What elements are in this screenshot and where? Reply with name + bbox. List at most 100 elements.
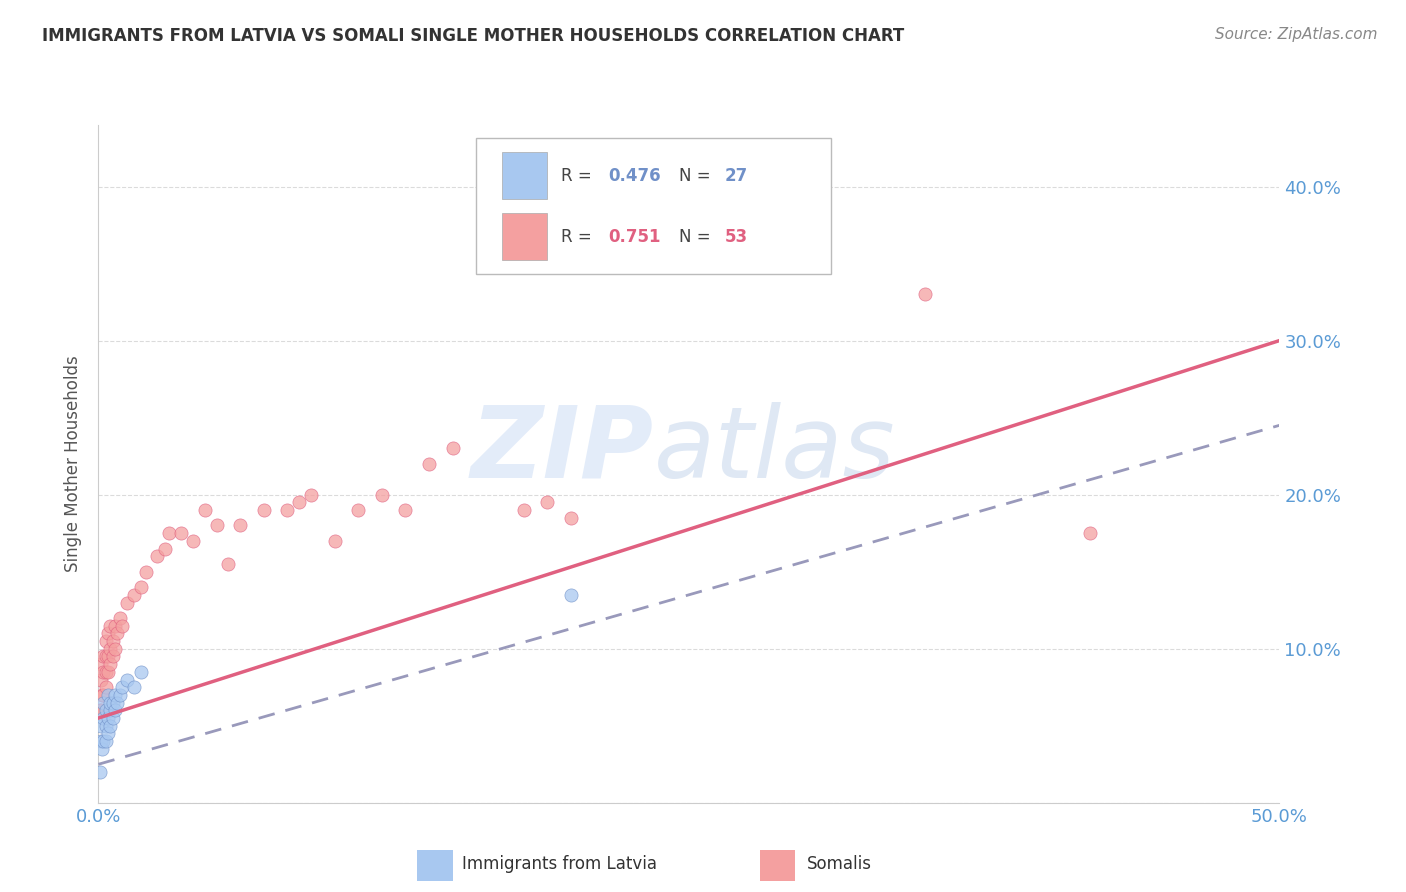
Text: N =: N = <box>679 227 717 245</box>
Point <box>91 734 114 748</box>
Point <box>98 618 121 632</box>
Point <box>91 688 114 702</box>
Point <box>560 510 582 524</box>
Point <box>89 703 111 717</box>
Point <box>560 588 582 602</box>
Point <box>94 703 117 717</box>
Point <box>299 488 322 502</box>
Point <box>91 742 114 756</box>
Point <box>1080 526 1102 541</box>
Point <box>104 703 127 717</box>
Point <box>98 703 121 717</box>
Text: 27: 27 <box>724 167 748 185</box>
Point <box>98 719 121 733</box>
Point <box>104 688 127 702</box>
Point <box>97 711 120 725</box>
Point <box>371 488 394 502</box>
Point <box>288 495 311 509</box>
Point <box>91 649 114 664</box>
FancyBboxPatch shape <box>759 850 796 880</box>
Point <box>441 442 464 456</box>
FancyBboxPatch shape <box>418 850 453 880</box>
Point <box>91 696 114 710</box>
Text: IMMIGRANTS FROM LATVIA VS SOMALI SINGLE MOTHER HOUSEHOLDS CORRELATION CHART: IMMIGRANTS FROM LATVIA VS SOMALI SINGLE … <box>42 27 904 45</box>
Point <box>104 641 127 656</box>
Point <box>153 541 176 556</box>
Point <box>98 696 121 710</box>
Point <box>111 618 134 632</box>
Point <box>111 680 134 694</box>
Point <box>536 495 558 509</box>
Text: ZIP: ZIP <box>471 401 654 499</box>
Point <box>229 518 252 533</box>
Point <box>91 665 114 679</box>
Point <box>105 696 128 710</box>
Text: R =: R = <box>561 167 598 185</box>
Point <box>108 688 131 702</box>
Point <box>98 657 121 672</box>
Point <box>108 611 131 625</box>
FancyBboxPatch shape <box>502 152 547 200</box>
Point <box>217 557 239 571</box>
Y-axis label: Single Mother Households: Single Mother Households <box>65 356 83 572</box>
Point <box>115 595 138 609</box>
Point <box>194 503 217 517</box>
Point <box>90 673 112 687</box>
Text: 53: 53 <box>724 227 748 245</box>
Point <box>98 641 121 656</box>
Point <box>90 657 112 672</box>
Point <box>94 680 117 694</box>
Point <box>122 680 145 694</box>
Text: 0.476: 0.476 <box>609 167 661 185</box>
Point <box>512 503 534 517</box>
Text: R =: R = <box>561 227 598 245</box>
Point <box>94 634 117 648</box>
Point <box>89 764 111 779</box>
Point <box>94 734 117 748</box>
Point <box>94 649 117 664</box>
Text: Immigrants from Latvia: Immigrants from Latvia <box>463 855 657 872</box>
Point <box>347 503 370 517</box>
Point <box>97 726 120 740</box>
Point <box>97 688 120 702</box>
Point <box>90 703 112 717</box>
Point <box>97 665 120 679</box>
Point <box>205 518 228 533</box>
Point <box>146 549 169 564</box>
Text: N =: N = <box>679 167 717 185</box>
Point <box>97 649 120 664</box>
Point <box>394 503 416 517</box>
Point <box>129 665 152 679</box>
Point <box>129 580 152 594</box>
Point <box>104 618 127 632</box>
Point <box>181 533 204 548</box>
Text: 0.751: 0.751 <box>609 227 661 245</box>
Point <box>418 457 440 471</box>
Point <box>97 626 120 640</box>
FancyBboxPatch shape <box>502 213 547 260</box>
Point <box>91 711 114 725</box>
Point <box>94 719 117 733</box>
Point <box>101 649 124 664</box>
Point <box>101 634 124 648</box>
Text: Source: ZipAtlas.com: Source: ZipAtlas.com <box>1215 27 1378 42</box>
Point <box>90 719 112 733</box>
FancyBboxPatch shape <box>477 138 831 274</box>
Point <box>101 711 124 725</box>
Point <box>135 565 157 579</box>
Point <box>323 533 346 548</box>
Point <box>101 696 124 710</box>
Point <box>90 734 112 748</box>
Point <box>105 626 128 640</box>
Point <box>253 503 276 517</box>
Point <box>115 673 138 687</box>
Text: Somalis: Somalis <box>807 855 872 872</box>
Point <box>276 503 298 517</box>
Point <box>157 526 180 541</box>
Point <box>122 588 145 602</box>
Point <box>91 688 114 702</box>
Text: atlas: atlas <box>654 401 896 499</box>
Point <box>914 287 936 301</box>
Point <box>170 526 193 541</box>
Point <box>94 665 117 679</box>
